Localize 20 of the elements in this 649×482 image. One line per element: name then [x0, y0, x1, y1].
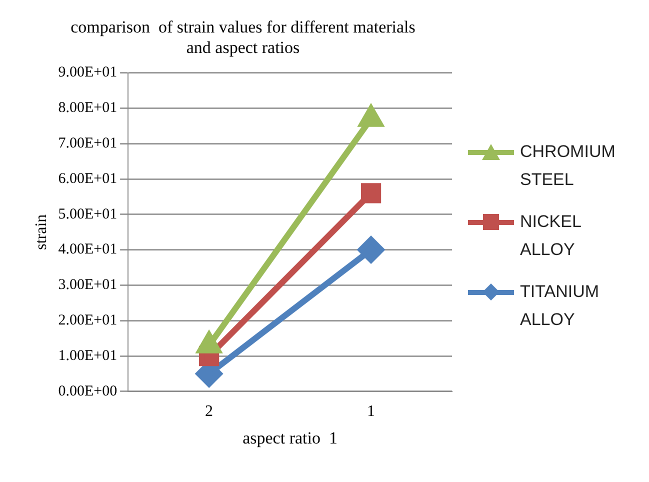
legend-label: CHROMIUM STEEL	[520, 140, 616, 190]
x-tick-label: 1	[367, 403, 376, 420]
y-tick-label: 3.00E+01	[58, 277, 118, 294]
y-tick-label: 8.00E+01	[58, 100, 118, 116]
y-tick-label: 2.00E+01	[58, 312, 118, 329]
point	[360, 183, 382, 204]
point	[358, 236, 384, 263]
legend-label: TITANIUM ALLOY	[520, 280, 600, 330]
y-axis-title: strain	[32, 214, 50, 250]
y-tick-label: 5.00E+01	[58, 206, 118, 222]
y-tick-label: 7.00E+01	[58, 136, 118, 152]
y-tick-label: 1.00E+01	[58, 348, 118, 364]
y-tick-label: 9.00E+01	[58, 64, 118, 81]
legend-label: NICKEL ALLOY	[520, 210, 582, 260]
chart-title: comparison of strain values for different materials and aspect ratios	[70, 18, 416, 58]
y-tick-label: 0.00E+00	[58, 383, 118, 400]
y-tick-label: 4.00E+01	[58, 242, 118, 258]
x-axis-title: aspect ratio 1	[242, 428, 338, 448]
x-tick-label: 2	[205, 403, 214, 420]
y-tick-label: 6.00E+01	[58, 170, 118, 187]
